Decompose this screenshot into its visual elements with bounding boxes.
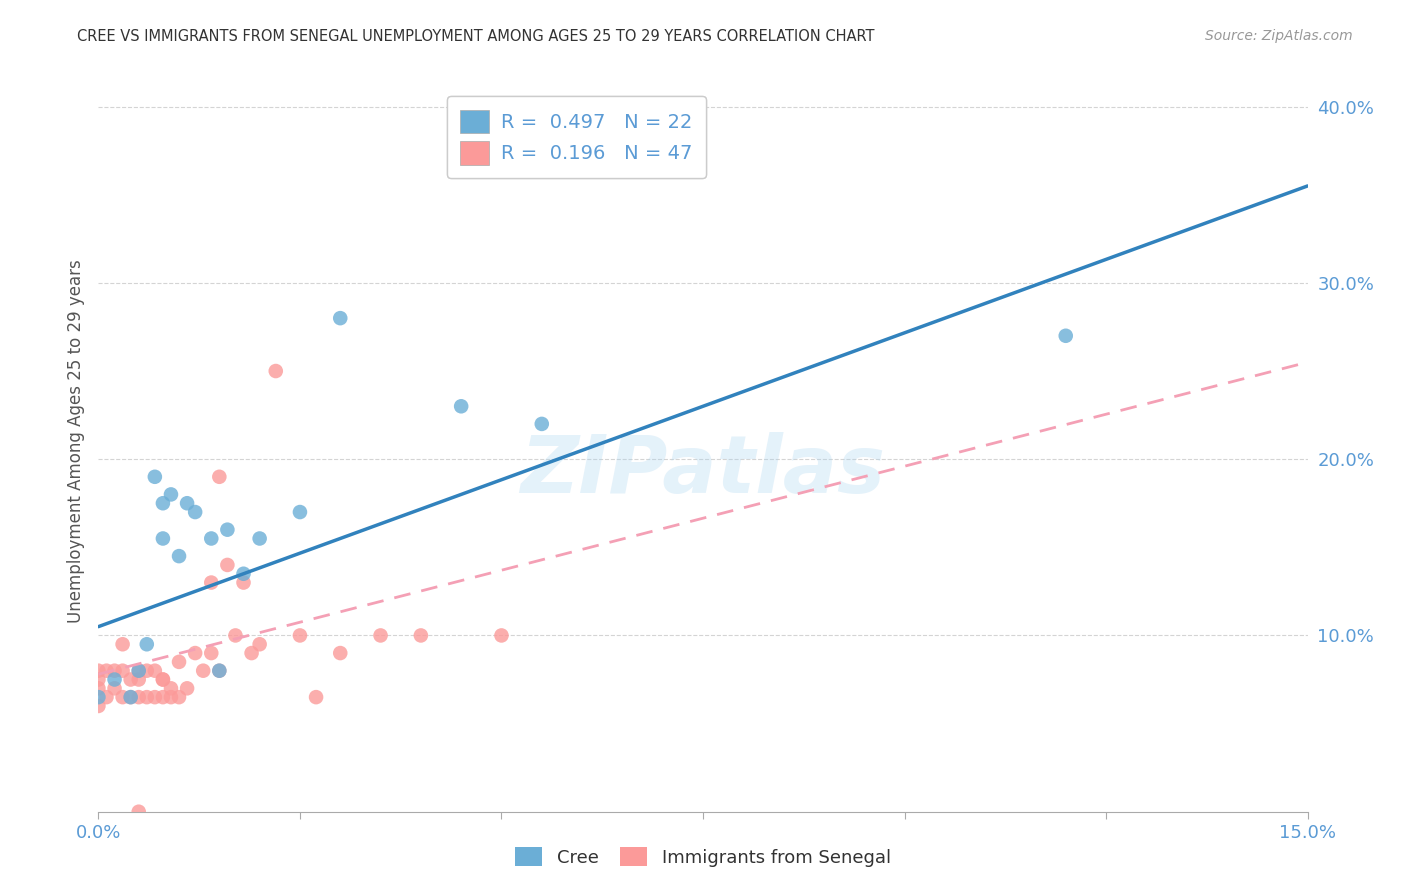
Point: [305, 690, 328, 705]
Point: [143, 664, 166, 678]
Point: [167, 549, 190, 563]
Point: [128, 664, 150, 678]
Point: [128, 805, 150, 819]
Point: [530, 417, 553, 431]
Point: [217, 558, 239, 572]
Point: [491, 628, 513, 642]
Point: [103, 681, 125, 696]
Point: [176, 681, 198, 696]
Point: [152, 496, 174, 510]
Point: [87, 698, 110, 713]
Point: [152, 532, 174, 546]
Point: [409, 628, 432, 642]
Point: [128, 690, 150, 705]
Point: [217, 523, 239, 537]
Point: [167, 690, 190, 705]
Point: [184, 646, 207, 660]
Point: [87, 673, 110, 687]
Point: [160, 487, 183, 501]
Point: [200, 532, 222, 546]
Point: [160, 681, 183, 696]
Point: [128, 664, 150, 678]
Point: [103, 664, 125, 678]
Point: [96, 664, 118, 678]
Point: [450, 399, 472, 413]
Point: [160, 690, 183, 705]
Point: [128, 673, 150, 687]
Point: [135, 664, 157, 678]
Point: [152, 673, 174, 687]
Point: [264, 364, 287, 378]
Text: Source: ZipAtlas.com: Source: ZipAtlas.com: [1205, 29, 1353, 43]
Point: [87, 690, 110, 705]
Point: [1054, 328, 1077, 343]
Point: [143, 470, 166, 484]
Legend: R =  0.497   N = 22, R =  0.196   N = 47: R = 0.497 N = 22, R = 0.196 N = 47: [447, 95, 706, 178]
Point: [249, 532, 271, 546]
Point: [111, 637, 134, 651]
Point: [87, 664, 110, 678]
Point: [152, 690, 174, 705]
Point: [111, 664, 134, 678]
Point: [167, 655, 190, 669]
Point: [224, 628, 246, 642]
Point: [193, 664, 215, 678]
Point: [87, 681, 110, 696]
Point: [135, 637, 157, 651]
Point: [96, 690, 118, 705]
Point: [111, 690, 134, 705]
Point: [176, 496, 198, 510]
Y-axis label: Unemployment Among Ages 25 to 29 years: Unemployment Among Ages 25 to 29 years: [66, 260, 84, 624]
Point: [208, 664, 231, 678]
Point: [232, 566, 254, 581]
Point: [120, 673, 142, 687]
Legend: Cree, Immigrants from Senegal: Cree, Immigrants from Senegal: [508, 840, 898, 874]
Text: ZIPatlas: ZIPatlas: [520, 432, 886, 510]
Point: [329, 646, 352, 660]
Point: [232, 575, 254, 590]
Point: [249, 637, 271, 651]
Point: [184, 505, 207, 519]
Point: [370, 628, 392, 642]
Point: [208, 664, 231, 678]
Point: [288, 628, 311, 642]
Point: [120, 690, 142, 705]
Point: [103, 673, 125, 687]
Point: [288, 505, 311, 519]
Point: [329, 311, 352, 326]
Point: [208, 470, 231, 484]
Point: [120, 690, 142, 705]
Point: [200, 575, 222, 590]
Point: [240, 646, 263, 660]
Text: CREE VS IMMIGRANTS FROM SENEGAL UNEMPLOYMENT AMONG AGES 25 TO 29 YEARS CORRELATI: CREE VS IMMIGRANTS FROM SENEGAL UNEMPLOY…: [77, 29, 875, 44]
Point: [152, 673, 174, 687]
Point: [200, 646, 222, 660]
Point: [135, 690, 157, 705]
Point: [143, 690, 166, 705]
